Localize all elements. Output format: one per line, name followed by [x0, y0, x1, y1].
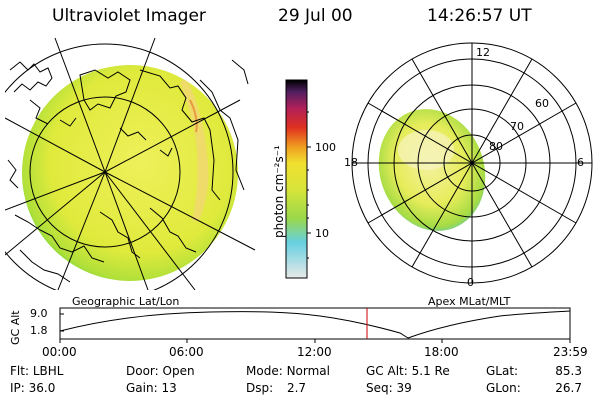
status-gain-label: Gain: — [126, 381, 158, 395]
status-dsp-value: 2.7 — [286, 381, 307, 395]
status-door-label: Door: — [126, 364, 159, 378]
time-tick-2359: 23:59 — [553, 345, 588, 359]
status-glat: GLat: 85.3 — [486, 364, 590, 378]
altitude-tick-high: 9.0 — [30, 307, 48, 320]
status-glon-value: 26.7 — [555, 381, 582, 395]
status-glat-value: 85.3 — [555, 364, 582, 378]
status-mode: Mode: Normal — [246, 364, 330, 378]
status-dsp: Dsp: 2.7 — [246, 381, 306, 395]
status-door: Door: Open — [126, 364, 195, 378]
altitude-curve — [59, 310, 571, 339]
status-gcalt: GC Alt: 5.1 Re — [366, 364, 450, 378]
altitude-axis-title: GC Alt — [9, 310, 22, 345]
colorbar-tick-100: 100 — [315, 141, 336, 154]
time-tick-1800: 18:00 — [424, 345, 459, 359]
status-glat-label: GLat: — [486, 364, 519, 378]
colorbar-ticks — [307, 111, 311, 259]
status-glon: GLon: 26.7 — [486, 381, 590, 395]
time-tick-1200: 12:00 — [297, 345, 332, 359]
altitude-plot — [59, 307, 571, 343]
status-gain-value: 13 — [161, 381, 177, 395]
coastlines — [7, 59, 249, 283]
status-filter-label: Flt: — [10, 364, 29, 378]
status-filter-value: LBHL — [32, 364, 64, 378]
earth-disk — [22, 65, 238, 281]
colorbar — [285, 79, 308, 279]
status-mode-label: Mode: — [246, 364, 283, 378]
colorbar-units-label: photon cm⁻²s⁻¹ — [272, 145, 286, 238]
mlt-label-12: 12 — [476, 46, 490, 59]
time-tick-0000: 00:00 — [42, 345, 77, 359]
status-seq-label: Seq: — [366, 381, 393, 395]
altitude-tick-low: 1.8 — [30, 324, 48, 337]
status-seq: Seq: 39 — [366, 381, 412, 395]
apex-caption: Apex MLat/MLT — [428, 295, 511, 308]
status-seq-value: 39 — [396, 381, 412, 395]
status-ip-value: 36.0 — [28, 381, 56, 395]
bright-arc — [180, 78, 209, 222]
lat-circle — [29, 96, 181, 248]
observation-time: 14:26:57 UT — [427, 6, 532, 26]
status-ip: IP: 36.0 — [10, 381, 55, 395]
observation-date: 29 Jul 00 — [278, 6, 353, 26]
mlt-spokes — [352, 43, 592, 283]
geographic-map — [5, 37, 256, 290]
status-dsp-label: Dsp: — [246, 381, 274, 395]
status-gain: Gain: 13 — [126, 381, 177, 395]
status-filter: Flt: LBHL — [10, 364, 63, 378]
mlat-label-60: 60 — [535, 97, 549, 110]
altitude-frame — [59, 307, 571, 340]
auroral-oval — [378, 109, 486, 231]
mlat-label-80: 80 — [489, 140, 503, 153]
status-mode-value: Normal — [286, 364, 330, 378]
status-glon-label: GLon: — [486, 381, 521, 395]
status-door-value: Open — [162, 364, 195, 378]
meridians — [5, 37, 256, 290]
lat-circle — [5, 43, 234, 290]
polar-plot — [351, 42, 593, 284]
status-ip-label: IP: — [10, 381, 25, 395]
mlt-label-18: 18 — [344, 156, 358, 169]
mlt-label-6: 6 — [577, 156, 584, 169]
time-tick-0600: 06:00 — [169, 345, 204, 359]
colorbar-tick-10: 10 — [315, 227, 329, 240]
status-gcalt-label: GC Alt: — [366, 364, 408, 378]
geographic-caption: Geographic Lat/Lon — [72, 295, 180, 308]
status-gcalt-value: 5.1 Re — [411, 364, 450, 378]
mlat-label-70: 70 — [510, 120, 524, 133]
instrument-title: Ultraviolet Imager — [52, 6, 206, 26]
mlt-label-0: 0 — [467, 276, 474, 289]
